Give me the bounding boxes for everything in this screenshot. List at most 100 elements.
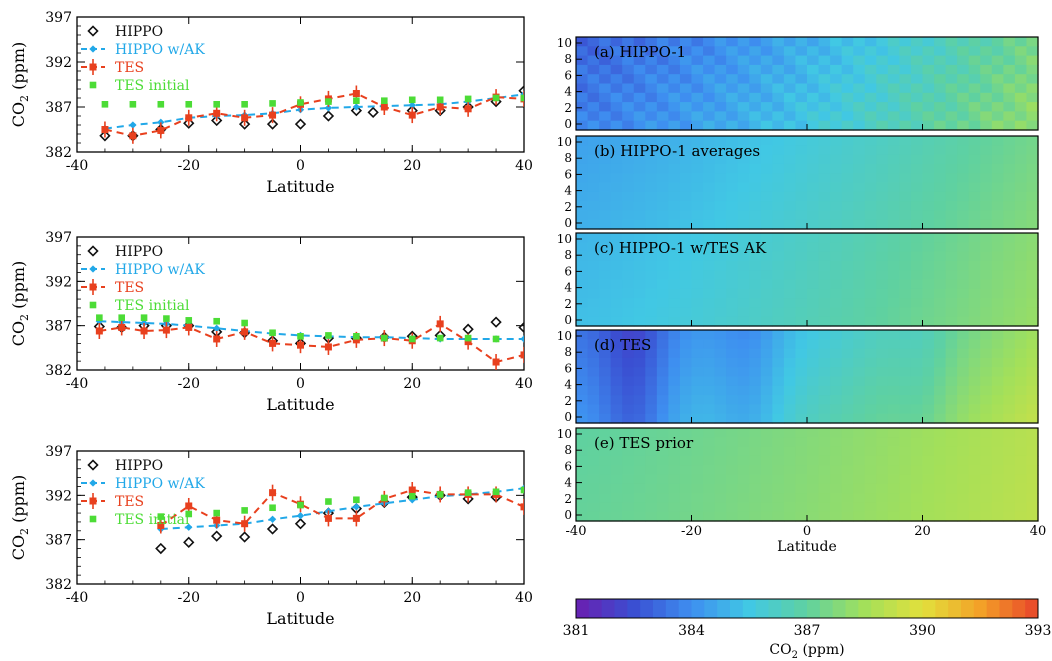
heatmap-cell (795, 279, 808, 290)
heatmap-cell (679, 145, 693, 156)
heatmap-cell (934, 120, 947, 131)
heatmap-cell (841, 279, 854, 290)
heatmap-cell (772, 307, 785, 318)
heatmap-cell (772, 173, 785, 184)
heatmap-cell (957, 260, 970, 271)
heatmap-cell (749, 474, 762, 485)
heatmap-cell (668, 404, 681, 415)
heatmap-cell (726, 428, 739, 438)
heatmap-cell (691, 154, 704, 165)
heatmap-cell (610, 395, 623, 405)
heatmap-cell (910, 493, 924, 503)
heatmap-cell (899, 483, 912, 494)
heatmap-cell (887, 316, 900, 327)
heatmap-cell (980, 348, 993, 359)
heatmap-cell (1003, 111, 1016, 122)
heatmap-cell (830, 46, 843, 57)
heatmap-cell (853, 74, 866, 85)
heatmap-cell (922, 270, 935, 281)
heatmap-cell (668, 455, 681, 466)
heatmap-cell (691, 46, 704, 57)
heatmap-cell (737, 46, 750, 57)
heatmap-cell (737, 191, 750, 202)
heatmap-cell (726, 395, 739, 405)
heatmap-cell (656, 288, 669, 299)
heatmap-cell (587, 493, 600, 503)
heatmap-cell (679, 446, 693, 457)
heatmap-cell (957, 55, 970, 66)
heatmap-cell (807, 182, 820, 193)
heatmap-cell (795, 163, 808, 174)
tes-initial-point (297, 501, 304, 509)
heatmap-cell (576, 242, 589, 253)
heatmap-cell (587, 502, 600, 513)
heatmap-cell (818, 191, 831, 202)
heatmap-cell (887, 182, 900, 193)
heatmap-cell (922, 74, 935, 85)
heatmap-cell (876, 493, 889, 503)
heatmap-cell (945, 376, 958, 387)
tes-initial-point (325, 332, 332, 339)
heatmap-cell (679, 55, 693, 66)
heatmap-cell (1026, 307, 1039, 318)
heatmap-cell (714, 233, 727, 243)
y-tick-label: 6 (564, 167, 572, 181)
hippo-ak-point (352, 103, 361, 111)
heatmap-cell (853, 233, 866, 243)
heatmap-cell (772, 437, 785, 448)
heatmap-cell (934, 201, 947, 211)
heatmap-cell (887, 376, 900, 387)
heatmap-cell (737, 446, 750, 457)
heatmap-cell (899, 219, 912, 230)
heatmap-cell (887, 173, 900, 184)
heatmap-cell (714, 145, 727, 156)
heatmap-cell (968, 288, 981, 299)
heatmap-cell (980, 120, 993, 131)
heatmap-cell (887, 74, 900, 85)
y-tick-label: 397 (45, 230, 72, 246)
heatmap-cell (899, 173, 912, 184)
heatmap-cell (576, 279, 589, 290)
heatmap-cell (622, 163, 635, 174)
heatmap-cell (887, 242, 900, 253)
heatmap-cell (830, 493, 843, 503)
heatmap-cell (749, 385, 762, 396)
heatmap-cell (656, 55, 669, 66)
heatmap-cell (991, 279, 1004, 290)
heatmap-cell (737, 201, 750, 211)
heatmap-cell (957, 465, 970, 476)
heatmap-cell (864, 348, 877, 359)
heatmap-cell (679, 242, 693, 253)
heatmap-cell (957, 395, 970, 405)
heatmap-cell (922, 145, 935, 156)
heatmap-cell (957, 270, 970, 281)
heatmap-cell (853, 210, 866, 221)
heatmap-cell (887, 145, 900, 156)
heatmap-cell (714, 64, 727, 75)
heatmap-cell (703, 385, 716, 396)
y-tick-label: 10 (557, 427, 572, 441)
heatmap-cell (622, 339, 635, 350)
heatmap-cell (576, 493, 589, 503)
heatmap-cell (910, 145, 924, 156)
heatmap-cell (1003, 413, 1016, 424)
tes-initial-point (408, 335, 416, 343)
heatmap-cell (656, 201, 669, 211)
heatmap-cell (876, 404, 889, 415)
heatmap-cell (1003, 367, 1016, 378)
heatmap-cell (1026, 385, 1039, 396)
heatmap-cell (679, 455, 693, 466)
heatmap-cell (656, 395, 669, 405)
heatmap-cell (656, 64, 669, 75)
heatmap-cell (899, 242, 912, 253)
heatmap-cell (772, 455, 785, 466)
heatmap-cell (968, 233, 981, 243)
heatmap-cell (818, 74, 831, 85)
heatmap-cell (668, 357, 681, 368)
heatmap-cell (691, 465, 704, 476)
series-layer (155, 482, 524, 555)
heatmap-cell (668, 348, 681, 359)
heatmap-cell (645, 376, 658, 387)
